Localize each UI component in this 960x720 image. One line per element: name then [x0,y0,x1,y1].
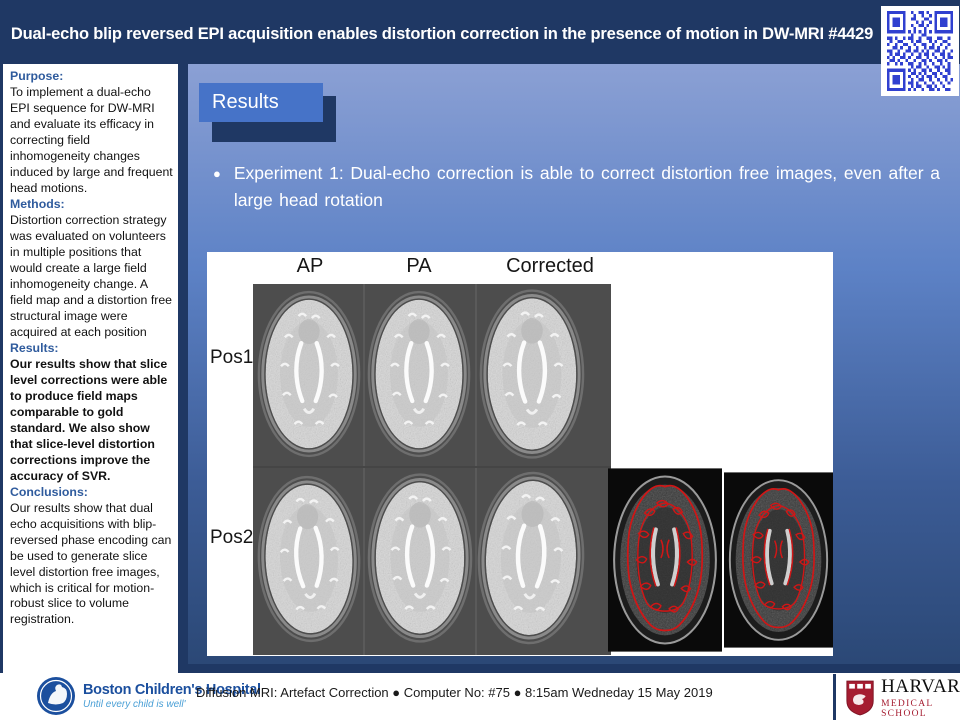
grid-seam [475,284,477,655]
mri-brain-pos2-ap [253,468,365,650]
footer-divider [178,664,960,673]
section-title: Results [212,91,279,113]
column-label-pa: PA [406,255,432,277]
harvard-subtitle: MEDICAL SCHOOL [881,699,934,719]
harvard-shield-icon [846,680,874,716]
sidebar-abstract: Purpose: To implement a dual-echo EPI se… [0,64,178,673]
section-title-box: Results [199,83,323,122]
mri-brain-pos2-corrected [473,466,589,650]
figure-panel: AP PA Corrected Pos1 Pos2 [207,252,833,656]
sidebar-body-methods: Distortion correction strategy was evalu… [10,212,173,339]
harvard-name: HARVARD [881,676,960,697]
bch-tagline: Until every child is well' [83,699,186,710]
bullet-text: Experiment 1: Dual-echo correction is ab… [233,163,940,211]
footer-bar: Boston Children's Hospital Until every c… [0,673,960,720]
sidebar-heading-purpose: Purpose: [10,69,64,83]
grid-seam [253,466,611,468]
mri-brain-pos1-pa [366,288,472,460]
header-bar: Dual-echo blip reversed EPI acquisition … [0,0,960,64]
column-label-corrected: Corrected [506,255,594,277]
mri-brain-pos1-ap [256,288,362,460]
column-label-ap: AP [296,255,324,277]
mri-brain-pos1-corrected [478,286,586,462]
bch-name: Boston Children's Hospital [83,682,261,698]
overlay-contour-image-1 [608,467,722,653]
sidebar-heading-methods: Methods: [10,196,65,211]
qr-code [881,6,959,96]
sidebar-heading-results: Results: [10,340,59,355]
qr-code-icon [887,11,953,91]
sidebar-divider [178,64,188,673]
sidebar-body-conclusions: Our results show that dual echo acquisit… [10,500,172,627]
row-label-pos2: Pos2 [210,527,254,548]
bch-emblem-icon [37,677,75,715]
grid-seam [363,284,365,655]
footer-separator [833,674,836,720]
bch-logo: Boston Children's Hospital Until every c… [36,676,261,716]
row-label-pos1: Pos1 [210,347,254,368]
footer-session-info: Diffusion MRI: Artefact Correction ● Com… [196,685,713,700]
sidebar-body-results: Our results show that slice level correc… [10,356,168,483]
overlay-contour-image-2 [724,466,833,654]
sidebar-body-purpose: To implement a dual-echo EPI sequence fo… [10,84,173,195]
mri-brain-pos2-pa [366,468,474,648]
bullet-icon: ● [213,166,221,181]
experiment-bullet: ● Experiment 1: Dual-echo correction is … [213,160,940,214]
sidebar-heading-conclusions: Conclusions: [10,484,88,499]
harvard-logo: HARVARD MEDICAL SCHOOL [845,677,960,719]
poster-title: Dual-echo blip reversed EPI acquisition … [10,24,874,43]
